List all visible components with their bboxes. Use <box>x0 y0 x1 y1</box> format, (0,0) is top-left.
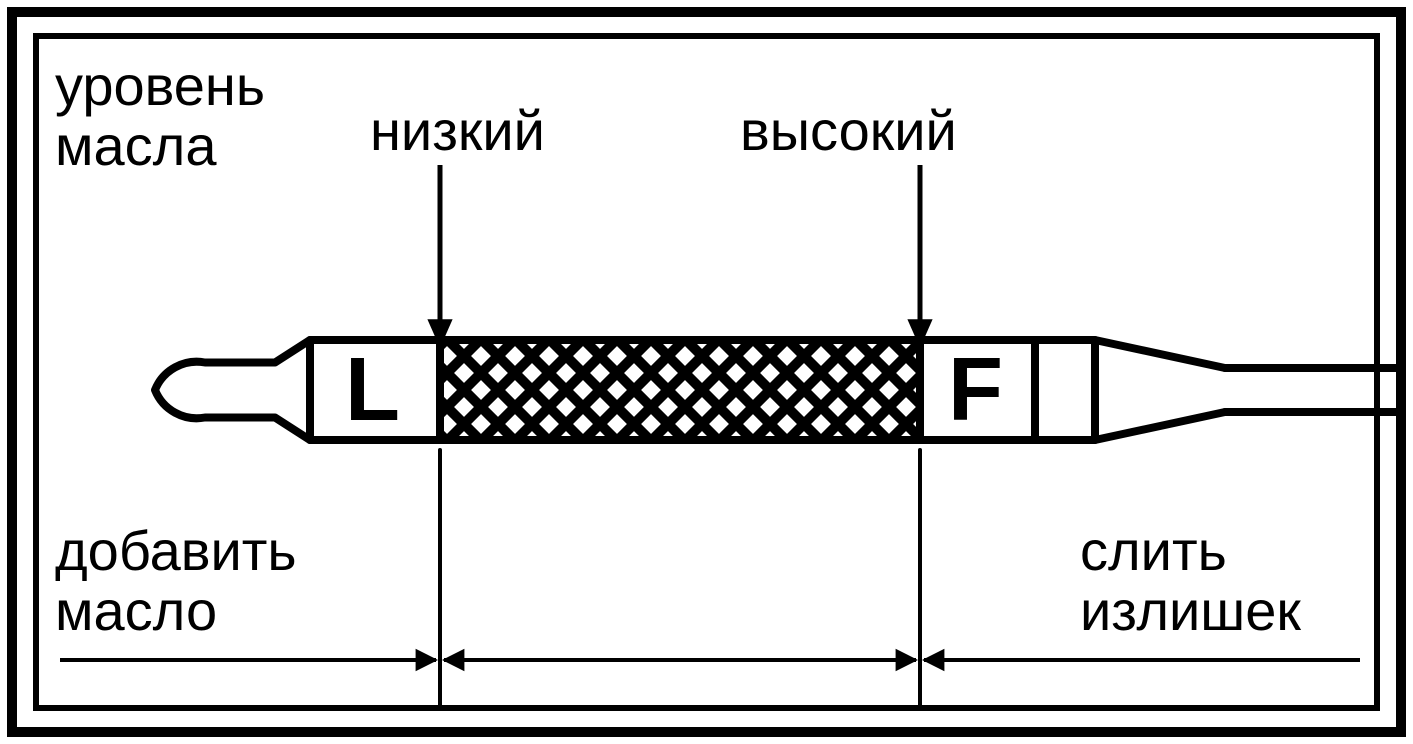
letter-F: F <box>948 340 1003 440</box>
label-add-oil-1: добавить <box>55 519 297 582</box>
dipstick-outline <box>155 340 1225 440</box>
label-oil-level-1: уровень <box>55 54 265 117</box>
dipstick-diagram-svg: L F уровень масла низкий высокий добавит… <box>0 0 1413 744</box>
bottom-arrow-system <box>60 649 1360 671</box>
arrow-high-indicator <box>907 165 932 348</box>
letter-L: L <box>345 340 400 440</box>
label-add-oil-2: масло <box>55 579 217 642</box>
label-drain-2: излишек <box>1080 579 1301 642</box>
label-drain-1: слить <box>1080 519 1227 582</box>
diagram-canvas: L F уровень масла низкий высокий добавит… <box>0 0 1413 744</box>
label-oil-level-2: масла <box>55 114 217 177</box>
label-low: низкий <box>370 99 545 162</box>
label-high: высокий <box>740 99 957 162</box>
arrow-low-indicator <box>427 165 452 348</box>
